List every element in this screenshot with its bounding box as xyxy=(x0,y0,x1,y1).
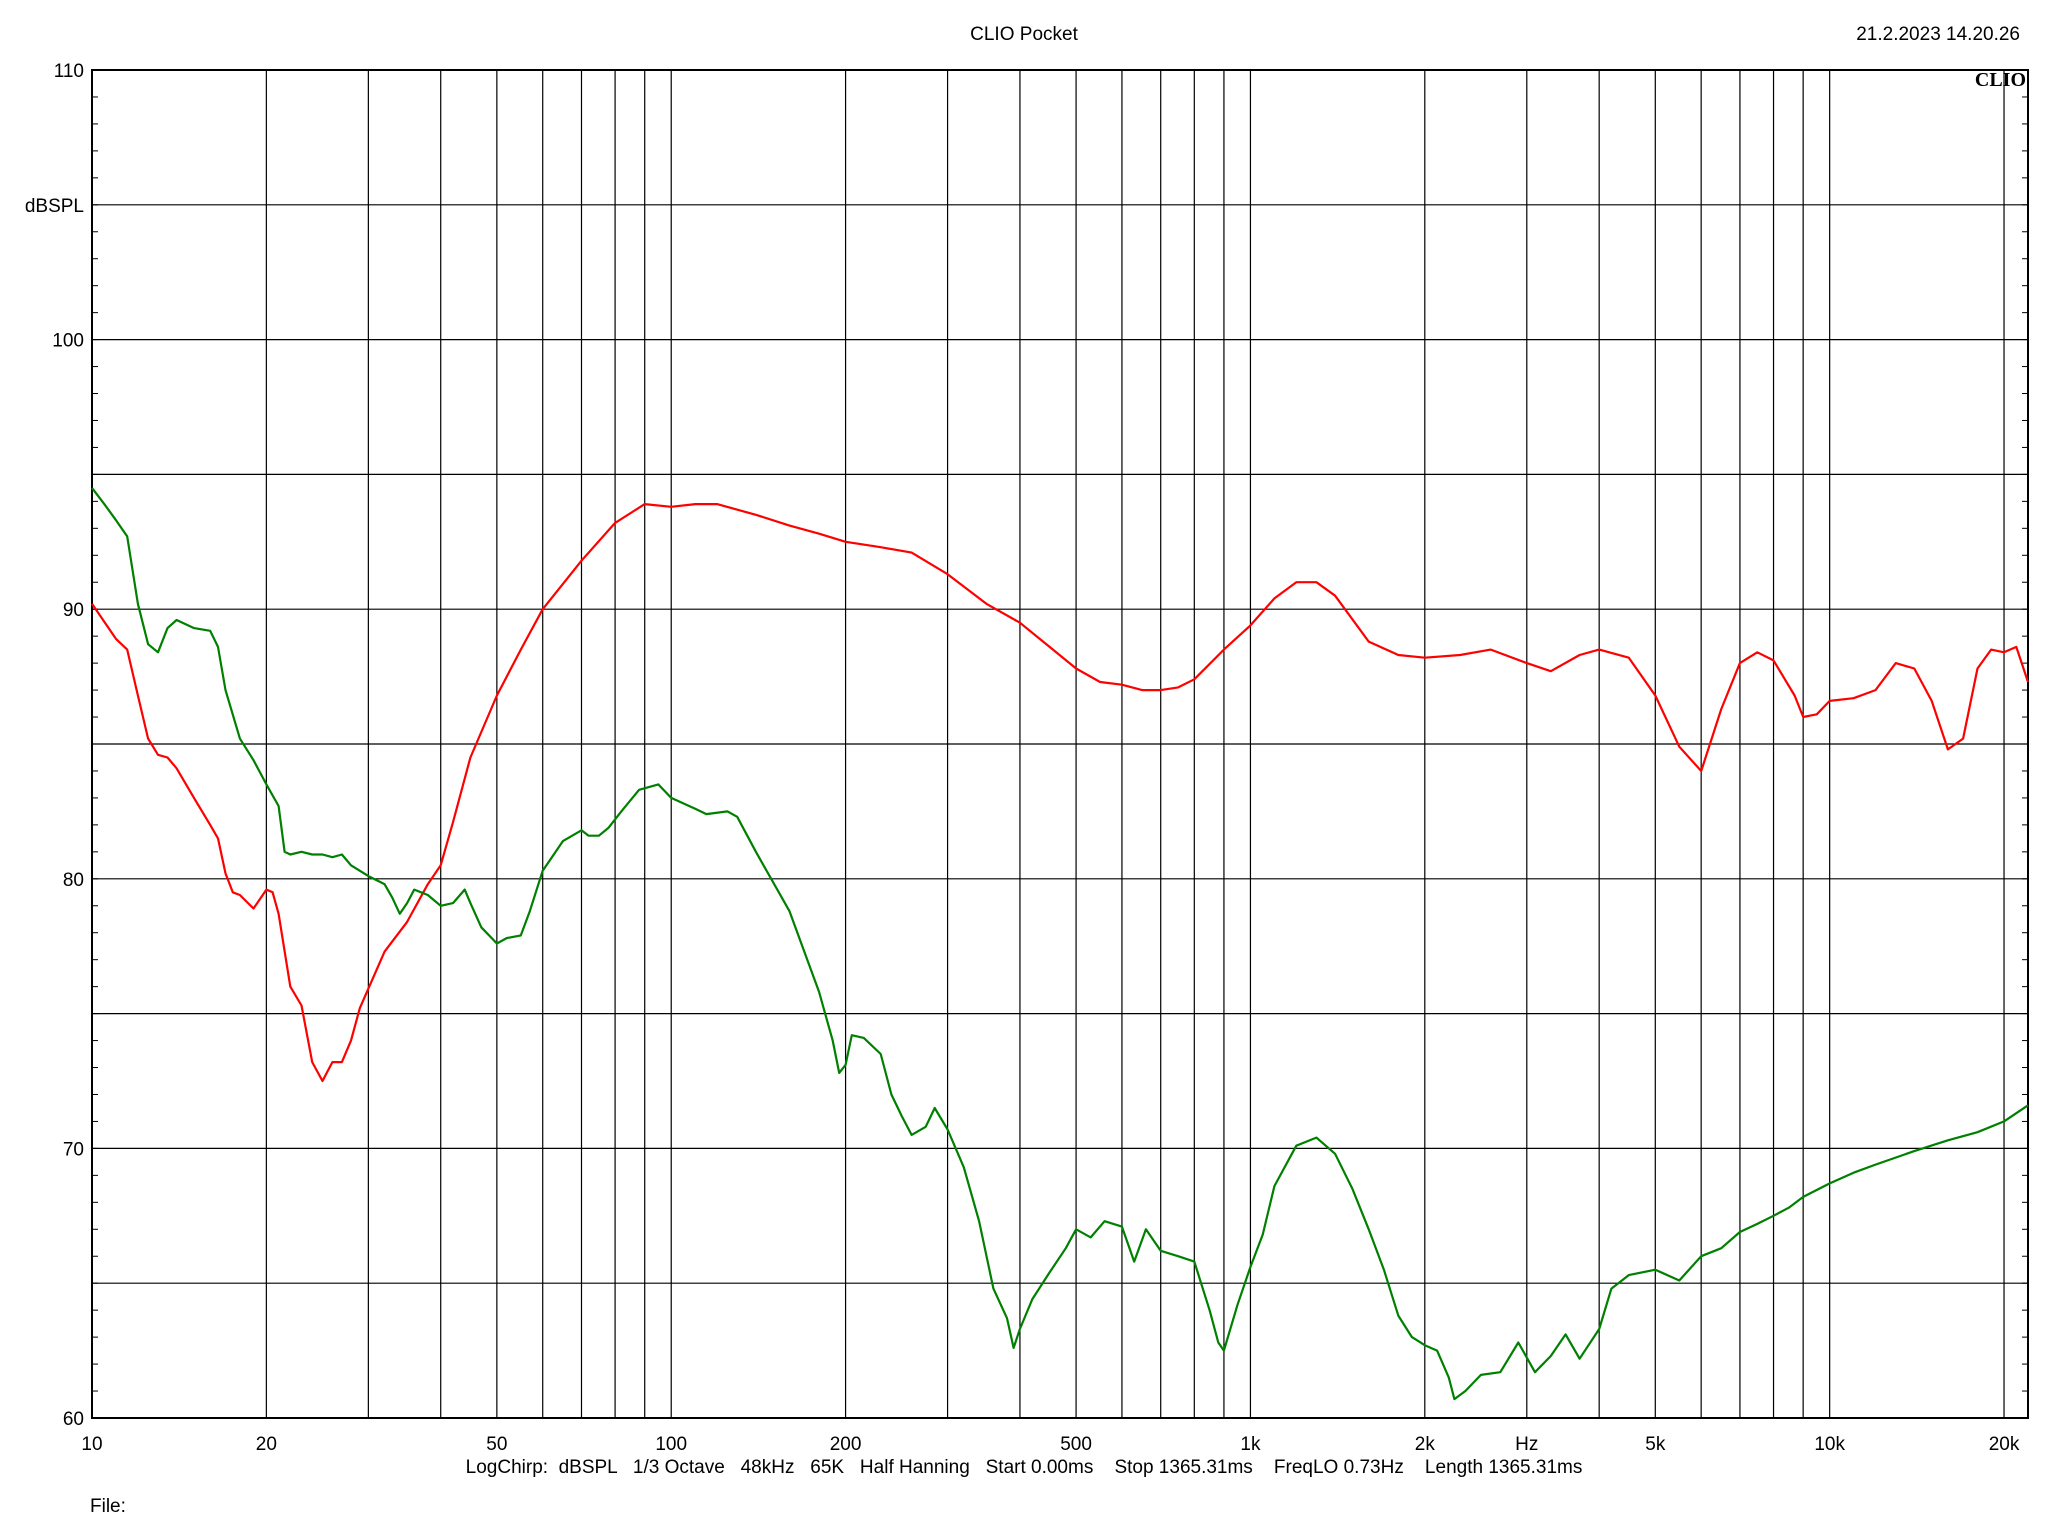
series-layer xyxy=(91,487,2030,1401)
y-tick-label: 110 xyxy=(54,61,84,82)
x-axis-label: Hz xyxy=(1515,1434,1538,1455)
measurement-settings: LogChirp: dBSPL 1/3 Octave 48kHz 65K Hal… xyxy=(465,1457,1583,1478)
y-tick-label: 90 xyxy=(63,600,84,621)
x-tick-label: 200 xyxy=(830,1434,862,1455)
x-tick-label: 5k xyxy=(1645,1434,1666,1455)
y-tick-label: 100 xyxy=(52,331,84,352)
y-tick-label: 80 xyxy=(63,870,84,891)
clio-logo: CLIO xyxy=(1975,69,2026,91)
y-tick-label: 60 xyxy=(63,1409,84,1430)
x-tick-label: 10 xyxy=(81,1434,102,1455)
x-tick-label: 2k xyxy=(1415,1434,1436,1455)
series-line-1 xyxy=(91,503,2030,1083)
file-label: File: xyxy=(90,1496,126,1517)
x-tick-label: 1k xyxy=(1240,1434,1261,1455)
timestamp: 21.2.2023 14.20.26 xyxy=(1856,24,2020,45)
y-tick-labels: 60 70 80 90 100 110 xyxy=(52,61,84,1430)
x-tick-label: 100 xyxy=(655,1434,687,1455)
chart-title: CLIO Pocket xyxy=(970,24,1078,45)
major-gridlines xyxy=(92,70,2028,1418)
x-tick-label: 20 xyxy=(256,1434,277,1455)
x-tick-label: 500 xyxy=(1060,1434,1092,1455)
y-minor-ticks xyxy=(92,96,2028,1392)
series-line-2 xyxy=(91,487,2029,1401)
y-tick-label: 70 xyxy=(63,1139,84,1160)
y-axis-label: dBSPL xyxy=(25,196,84,217)
x-tick-label: 20k xyxy=(1989,1434,2020,1455)
x-tick-label: 10k xyxy=(1814,1434,1845,1455)
x-tick-labels: 10 20 50 100 200 500 1k 2k 5k 10k 20k xyxy=(81,1434,2019,1455)
x-tick-label: 50 xyxy=(486,1434,507,1455)
